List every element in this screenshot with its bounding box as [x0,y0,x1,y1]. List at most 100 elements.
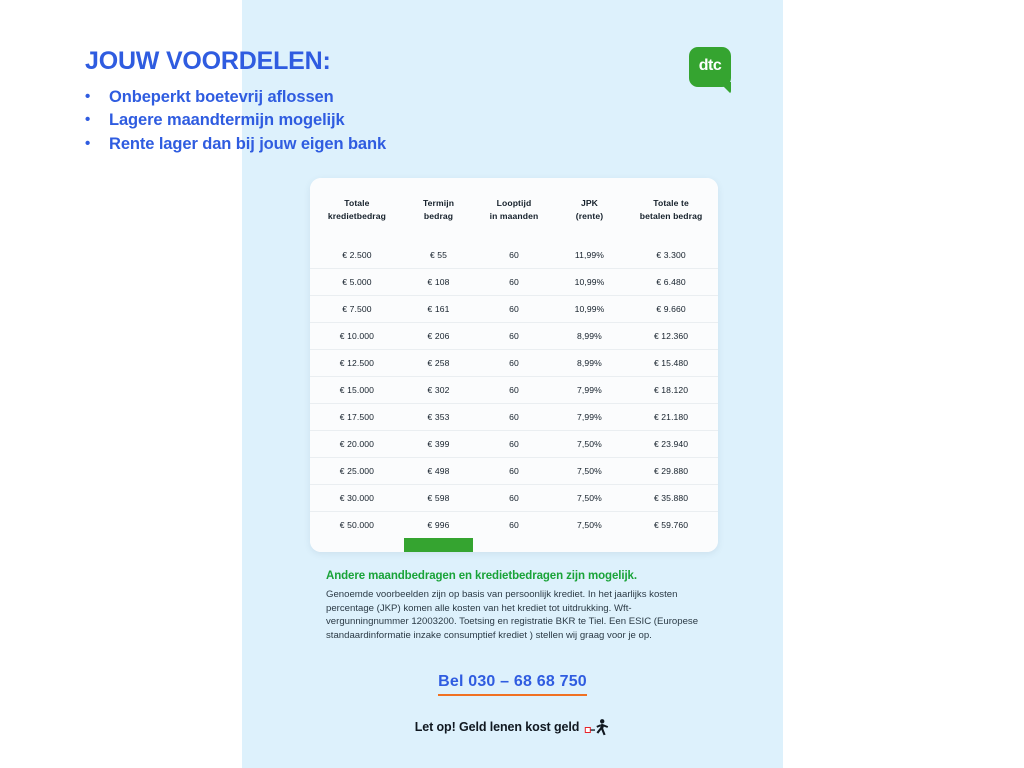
benefits-list: • Onbeperkt boetevrij aflossen • Lagere … [85,86,535,158]
table-cell: 8,99% [554,322,625,350]
running-man-debt-icon [585,719,609,736]
header-line-1: JPK [580,197,598,208]
contact-section: Bel 030 – 68 68 750 [242,673,783,696]
table-row: € 12.500 € 258 60 8,99% € 15.480 [310,349,718,377]
header-line-1: Totale [344,197,370,208]
header-line-1: Totale te [653,197,689,208]
table-cell: € 10.000 [310,322,404,350]
header-line-2: in maanden [489,211,539,221]
table-cell: 60 [473,403,555,431]
table-header-row: Totale kredietbedrag Termijn bedrag Loop… [310,178,718,242]
table-cell: € 6.480 [624,268,718,296]
table-cell: 60 [473,322,555,350]
table-cell: € 12.360 [624,322,718,350]
highlight-column-bleed [403,538,474,552]
benefits-section: JOUW VOORDELEN: • Onbeperkt boetevrij af… [85,47,535,158]
table-row: € 7.500 € 161 60 10,99% € 9.660 [310,295,718,323]
table-cell: € 9.660 [624,295,718,323]
table-cell: € 18.120 [624,376,718,404]
table-cell: € 50.000 [310,511,404,538]
legal-warning: Let op! Geld lenen kost geld [242,718,783,736]
table-cell: € 5.000 [310,268,404,296]
table-row: € 10.000 € 206 60 8,99% € 12.360 [310,322,718,350]
table-cell: 7,50% [554,511,625,538]
table-cell: 60 [473,295,555,323]
bullet-icon: • [85,87,91,105]
card-footer-strip [310,538,718,552]
table-cell: 60 [473,268,555,296]
column-header-totale-te-betalen: Totale te betalen bedrag [624,178,718,242]
table-cell: 60 [473,376,555,404]
phone-link[interactable]: Bel 030 – 68 68 750 [438,673,587,696]
table-cell: € 161 [403,295,474,323]
table-cell: € 23.940 [624,430,718,458]
table-cell: € 21.180 [624,403,718,431]
table-cell: € 20.000 [310,430,404,458]
column-header-termijn-bedrag: Termijn bedrag [403,178,474,242]
table-cell: € 15.000 [310,376,404,404]
benefit-label: Rente lager dan bij jouw eigen bank [109,135,387,154]
disclaimer-title: Andere maandbedragen en kredietbedragen … [326,570,637,582]
table-cell: € 353 [403,403,474,431]
table-cell: € 996 [403,511,474,538]
table-row: € 15.000 € 302 60 7,99% € 18.120 [310,376,718,404]
table-cell: 60 [473,242,555,269]
logo-wordmark: dtc [698,57,722,74]
page-title: JOUW VOORDELEN: [85,47,331,75]
table-cell: 8,99% [554,349,625,377]
header-line-2: (rente) [575,211,604,221]
table-cell: € 12.500 [310,349,404,377]
table-cell: € 399 [403,430,474,458]
header-line-1: Looptijd [496,197,532,208]
table-cell: € 25.000 [310,457,404,485]
table-body: € 2.500 € 55 60 11,99% € 3.300 € 5.000 € 108 60… [310,242,718,538]
table-cell: € 258 [403,349,474,377]
table-row: € 30.000 € 598 60 7,50% € 35.880 [310,484,718,512]
table-cell: € 30.000 [310,484,404,512]
table-cell: 60 [473,511,555,538]
logo-shape [689,47,731,87]
header-line-1: Termijn [422,197,455,208]
warning-label: Let op! Geld lenen kost geld [414,720,580,734]
header-line-2: bedrag [423,211,454,221]
table-cell: € 59.760 [624,511,718,538]
disclaimer-body: Genoemde voorbeelden zijn op basis van p… [326,589,699,641]
column-header-totale-kredietbedrag: Totale kredietbedrag [310,178,404,242]
table-cell: € 29.880 [624,457,718,485]
table-cell: 60 [473,430,555,458]
table-cell: € 55 [403,242,474,269]
table-row: € 25.000 € 498 60 7,50% € 29.880 [310,457,718,485]
table-cell: 7,50% [554,484,625,512]
table-cell: € 302 [403,376,474,404]
table-cell: € 498 [403,457,474,485]
table-row: € 20.000 € 399 60 7,50% € 23.940 [310,430,718,458]
table-row: € 50.000 € 996 60 7,50% € 59.760 [310,511,718,538]
list-item: • Rente lager dan bij jouw eigen bank [85,133,535,157]
table-cell: € 598 [403,484,474,512]
benefit-label: Onbeperkt boetevrij aflossen [109,87,334,106]
table-cell: € 2.500 [310,242,404,269]
rate-table-card: Totale kredietbedrag Termijn bedrag Loop… [310,178,718,552]
table-cell: 10,99% [554,295,625,323]
table-cell: 7,50% [554,430,625,458]
table-cell: € 7.500 [310,295,404,323]
table-row: € 17.500 € 353 60 7,99% € 21.180 [310,403,718,431]
bullet-icon: • [85,135,91,153]
table-cell: € 35.880 [624,484,718,512]
table-cell: € 108 [403,268,474,296]
table-cell: € 15.480 [624,349,718,377]
dtc-logo[interactable]: dtc [689,47,731,94]
table-cell: 7,50% [554,457,625,485]
benefit-label: Lagere maandtermijn mogelijk [109,111,345,130]
table-row: € 2.500 € 55 60 11,99% € 3.300 [310,242,718,269]
table-row: € 5.000 € 108 60 10,99% € 6.480 [310,268,718,296]
header-line-2: betalen bedrag [639,211,703,221]
bullet-icon: • [85,111,91,129]
table-cell: 10,99% [554,268,625,296]
list-item: • Lagere maandtermijn mogelijk [85,109,535,133]
table-cell: € 206 [403,322,474,350]
table-cell: € 17.500 [310,403,404,431]
table-cell: 60 [473,484,555,512]
table-header: Totale kredietbedrag Termijn bedrag Loop… [310,178,718,242]
